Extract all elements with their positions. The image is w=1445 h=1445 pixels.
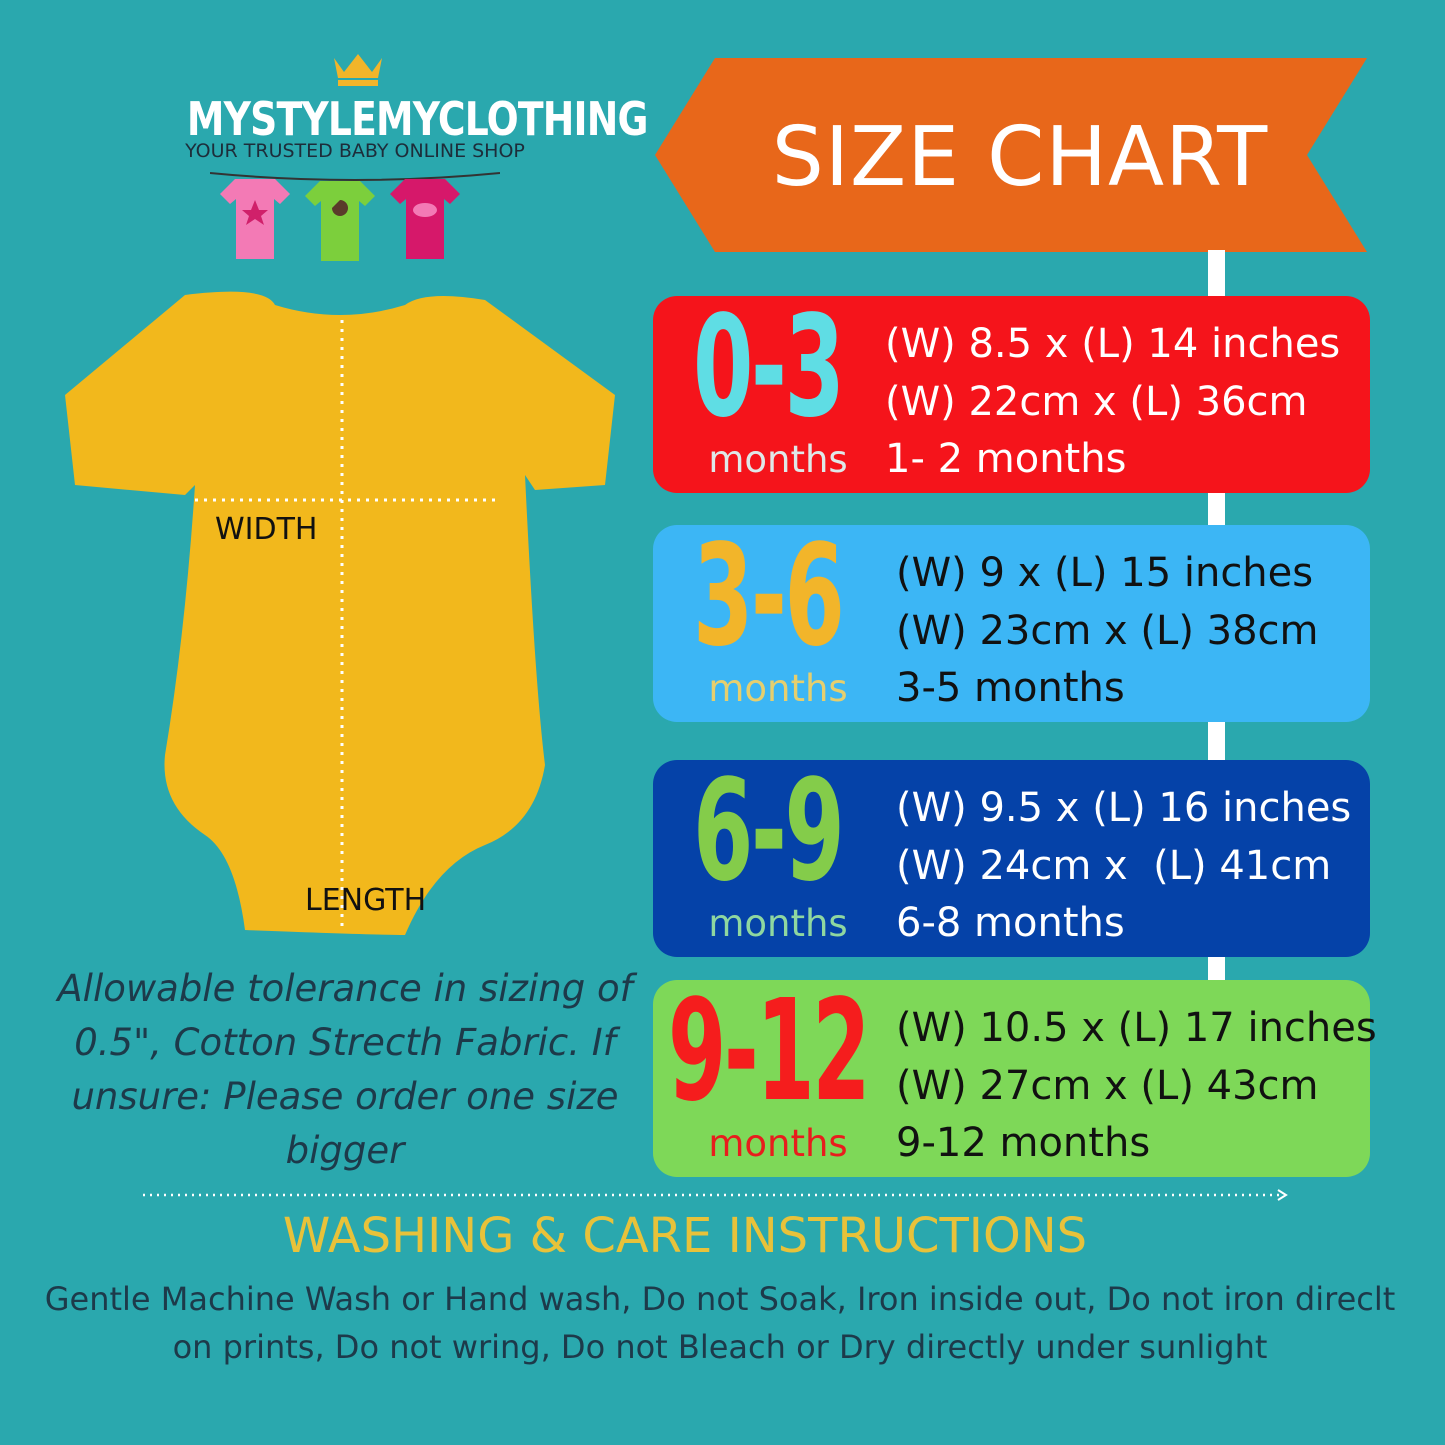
size-detail-line: (W) 8.5 x (L) 14 inches	[885, 321, 1341, 367]
size-card-3-6: 3-6 months (W) 9 x (L) 15 inches (W) 23cm…	[653, 525, 1370, 722]
washing-instructions: Gentle Machine Wash or Hand wash, Do not…	[44, 1280, 1396, 1366]
size-unit: months	[708, 667, 848, 710]
size-unit: months	[708, 902, 848, 945]
size-detail-line: (W) 22cm x (L) 36cm	[885, 378, 1308, 425]
size-card-9-12: 9-12 months (W) 10.5 x (L) 17 inches (W) …	[653, 970, 1377, 1177]
onesies-clothesline-icon	[210, 172, 500, 261]
size-chart-banner	[655, 58, 1367, 252]
tolerance-note: Allowable tolerance in sizing of 0.5", C…	[57, 967, 633, 1172]
size-detail-line: (W) 24cm x (L) 41cm	[896, 842, 1332, 889]
size-detail-line: (W) 9 x (L) 15 inches	[896, 550, 1314, 596]
size-detail-line: 9-12 months	[896, 1120, 1151, 1166]
size-detail-line: (W) 9.5 x (L) 16 inches	[896, 785, 1352, 831]
size-detail-line: 1- 2 months	[885, 436, 1127, 482]
size-range: 9-12	[668, 970, 871, 1133]
size-card-6-9: 6-9 months (W) 9.5 x (L) 16 inches (W) 24…	[653, 760, 1370, 957]
dotted-divider-arrow	[143, 1189, 1288, 1201]
logo-name: MYSTYLEMYCLOTHING	[186, 92, 649, 146]
size-range: 6-9	[693, 750, 845, 913]
size-range: 3-6	[693, 515, 845, 678]
logo-tagline: YOUR TRUSTED BABY ONLINE SHOP	[185, 140, 525, 162]
onesie-illustration	[65, 291, 615, 936]
size-detail-line: (W) 23cm x (L) 38cm	[896, 607, 1319, 654]
size-detail-line: 6-8 months	[896, 900, 1125, 946]
size-detail-line: (W) 10.5 x (L) 17 inches	[896, 1005, 1377, 1051]
width-label: WIDTH	[215, 512, 318, 547]
size-detail-line: (W) 27cm x (L) 43cm	[896, 1062, 1319, 1109]
banner-title: SIZE CHART	[771, 110, 1269, 205]
crown-icon	[334, 54, 382, 86]
size-card-0-3: 0-3 months (W) 8.5 x (L) 14 inches (W) 22…	[653, 296, 1370, 493]
size-unit: months	[708, 438, 848, 481]
length-label: LENGTH	[305, 883, 427, 918]
washing-title: WASHING & CARE INSTRUCTIONS	[282, 1208, 1088, 1264]
size-detail-line: 3-5 months	[896, 665, 1125, 711]
size-unit: months	[708, 1122, 848, 1165]
size-range: 0-3	[693, 286, 845, 449]
